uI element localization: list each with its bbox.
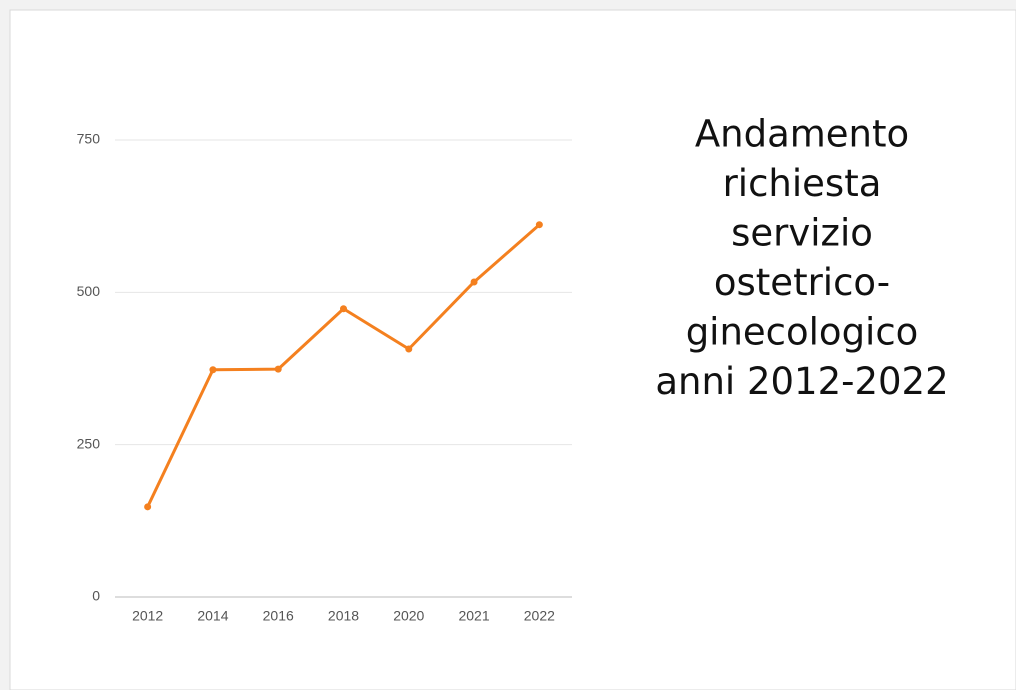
point: [144, 503, 152, 511]
chart-title: richiesta: [723, 162, 882, 205]
x-tick-label: 2021: [458, 608, 489, 624]
x-tick-label: 2018: [328, 608, 359, 624]
point: [405, 345, 413, 353]
point: [535, 221, 543, 229]
point: [274, 365, 282, 373]
slide: [9, 9, 1016, 690]
chart-title: Andamento: [695, 113, 909, 156]
point: [340, 305, 347, 313]
y-tick-label: 750: [77, 131, 101, 147]
y-tick-label: 250: [77, 435, 101, 451]
x-tick-label: 2016: [263, 608, 294, 624]
y-tick-label: 0: [92, 588, 100, 604]
chart-title: ostetrico-: [714, 261, 890, 304]
chart-title: ginecologico: [686, 311, 919, 354]
x-tick-label: 2012: [132, 608, 163, 624]
chart-title: servizio: [731, 212, 873, 255]
x-tick-label: 2020: [393, 608, 424, 624]
point: [209, 366, 217, 374]
x-tick-label: 2022: [524, 608, 555, 624]
chart-title: anni 2012-2022: [655, 360, 948, 403]
x-tick-label: 2014: [197, 608, 228, 624]
point: [470, 278, 478, 286]
y-tick-label: 500: [77, 283, 101, 299]
